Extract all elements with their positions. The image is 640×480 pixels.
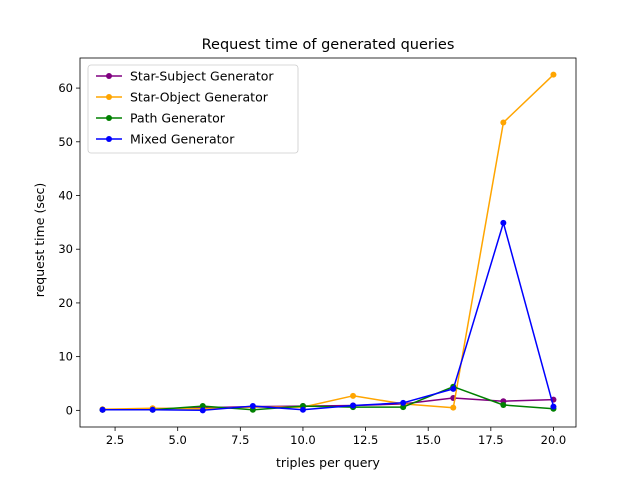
legend: Star-Subject Generator Star-Object Genera… xyxy=(87,64,299,154)
data-point xyxy=(450,404,457,411)
x-tick-label: 5.0 xyxy=(169,433,187,447)
y-tick-label: 0 xyxy=(66,403,73,417)
legend-item: Star-Subject Generator xyxy=(96,69,274,84)
y-tick-label: 20 xyxy=(58,296,73,310)
data-point xyxy=(500,119,507,126)
legend-swatch-marker xyxy=(106,73,112,79)
legend-swatch-marker xyxy=(106,94,112,100)
legend-label: Star-Object Generator xyxy=(130,90,269,105)
x-tick-label: 2.5 xyxy=(106,433,124,447)
data-point xyxy=(400,404,407,411)
x-tick-label: 7.5 xyxy=(231,433,249,447)
y-tick-label: 50 xyxy=(58,135,73,149)
x-tick-label: 12.5 xyxy=(353,433,379,447)
x-tick-label: 17.5 xyxy=(478,433,504,447)
data-point xyxy=(400,399,407,406)
y-tick-label: 30 xyxy=(58,242,73,256)
x-tick-label: 10.0 xyxy=(290,433,316,447)
data-point xyxy=(550,71,557,78)
data-point xyxy=(550,403,557,410)
legend-label: Mixed Generator xyxy=(130,132,235,147)
data-point xyxy=(199,403,206,410)
legend-label: Path Generator xyxy=(130,111,226,126)
data-point xyxy=(450,385,457,392)
series-line xyxy=(102,385,554,411)
y-tick-label: 60 xyxy=(58,81,73,95)
x-axis-label: triples per query xyxy=(276,455,381,470)
legend-swatch-marker xyxy=(106,115,112,121)
legend-item: Star-Object Generator xyxy=(96,90,269,105)
y-tick-label: 10 xyxy=(58,350,73,364)
data-point xyxy=(99,406,106,413)
data-point xyxy=(350,402,357,409)
x-axis: 2.5 5.0 7.5 10.0 12.5 15.0 17.5 20.0 xyxy=(106,427,566,447)
data-point xyxy=(249,403,256,410)
x-tick-label: 20.0 xyxy=(541,433,567,447)
legend-item: Path Generator xyxy=(96,111,226,126)
series-line xyxy=(102,222,555,412)
data-point xyxy=(500,219,507,226)
data-point xyxy=(299,406,306,413)
series-group xyxy=(99,71,557,414)
y-axis-label: request time (sec) xyxy=(32,183,47,298)
legend-box xyxy=(87,64,299,154)
data-point xyxy=(350,392,357,399)
y-axis: 0 10 20 30 40 50 60 xyxy=(58,81,80,417)
x-tick-label: 15.0 xyxy=(415,433,441,447)
data-point xyxy=(500,401,507,408)
chart-title: Request time of generated queries xyxy=(202,37,455,53)
legend-swatch-marker xyxy=(106,136,112,142)
data-point xyxy=(199,407,206,414)
series-4 xyxy=(99,219,557,414)
legend-item: Mixed Generator xyxy=(96,132,235,147)
legend-label: Star-Subject Generator xyxy=(130,69,274,84)
y-tick-label: 40 xyxy=(58,189,73,203)
data-point xyxy=(149,406,156,413)
